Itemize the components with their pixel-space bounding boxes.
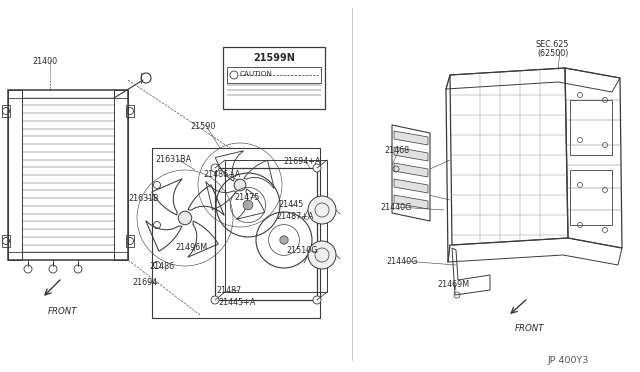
Bar	[114, 90, 128, 260]
Text: FRONT: FRONT	[48, 307, 77, 316]
Bar	[152, 148, 320, 318]
Text: 21631BA: 21631BA	[155, 155, 191, 164]
Bar	[215, 168, 317, 300]
Circle shape	[243, 200, 253, 210]
Text: 21487+A: 21487+A	[276, 212, 314, 221]
Text: 21440G: 21440G	[386, 257, 417, 266]
Bar	[223, 47, 325, 109]
Text: JP 400Y3: JP 400Y3	[548, 356, 589, 365]
Circle shape	[179, 211, 192, 225]
Polygon shape	[394, 179, 428, 193]
Polygon shape	[394, 163, 428, 177]
Text: 21486: 21486	[149, 262, 174, 271]
Circle shape	[308, 196, 336, 224]
Circle shape	[211, 296, 219, 304]
Text: 21599N: 21599N	[253, 53, 295, 63]
Text: 21631B: 21631B	[128, 194, 159, 203]
Text: 21486+A: 21486+A	[203, 170, 240, 179]
Bar	[225, 160, 327, 292]
Circle shape	[211, 164, 219, 172]
Text: 21445: 21445	[278, 200, 303, 209]
Polygon shape	[394, 147, 428, 161]
Text: 21694+A: 21694+A	[283, 157, 321, 166]
Circle shape	[313, 164, 321, 172]
Text: 21445+A: 21445+A	[218, 298, 255, 307]
Text: (62500): (62500)	[537, 49, 568, 58]
Text: 21475: 21475	[234, 193, 259, 202]
Text: 21400: 21400	[32, 57, 57, 66]
Text: 21590: 21590	[190, 122, 216, 131]
Text: SEC.625: SEC.625	[535, 40, 568, 49]
Text: 21496M: 21496M	[175, 243, 207, 252]
Bar	[570, 170, 612, 225]
Text: 21440G: 21440G	[380, 203, 412, 212]
Circle shape	[280, 236, 288, 244]
Circle shape	[308, 241, 336, 269]
Bar	[2, 235, 10, 247]
Circle shape	[313, 296, 321, 304]
Circle shape	[234, 179, 246, 191]
Bar	[126, 105, 134, 117]
Bar	[227, 67, 321, 83]
Text: 21468: 21468	[384, 146, 409, 155]
Polygon shape	[394, 131, 428, 145]
Bar	[8, 90, 128, 260]
Text: 21510G: 21510G	[286, 246, 317, 255]
Text: CAUTION: CAUTION	[240, 71, 273, 77]
Text: 21694: 21694	[132, 278, 157, 287]
Text: 21469M: 21469M	[437, 280, 469, 289]
Polygon shape	[394, 195, 428, 209]
Text: FRONT: FRONT	[515, 324, 545, 333]
Bar	[570, 100, 612, 155]
Bar	[2, 105, 10, 117]
Bar	[8, 90, 22, 260]
Bar	[126, 235, 134, 247]
Text: 21487: 21487	[216, 286, 241, 295]
